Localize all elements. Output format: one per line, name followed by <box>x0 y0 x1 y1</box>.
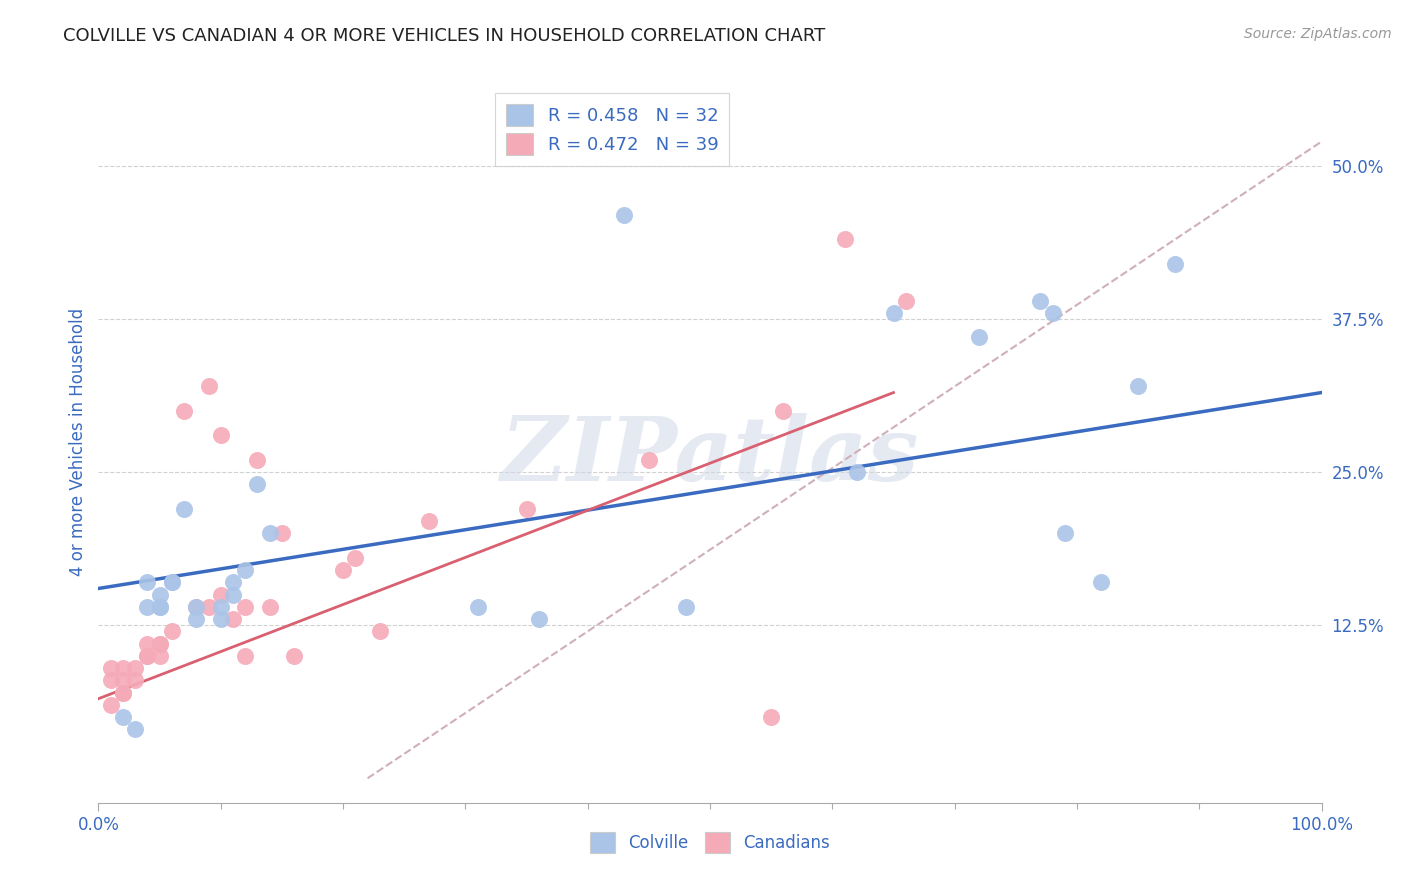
Point <box>845 465 868 479</box>
Point <box>124 661 146 675</box>
Point <box>1128 379 1150 393</box>
Point <box>136 575 159 590</box>
Point <box>222 575 245 590</box>
Point <box>515 502 537 516</box>
Text: COLVILLE VS CANADIAN 4 OR MORE VEHICLES IN HOUSEHOLD CORRELATION CHART: COLVILLE VS CANADIAN 4 OR MORE VEHICLES … <box>63 27 825 45</box>
Point <box>136 648 159 663</box>
Point <box>136 599 159 614</box>
Point <box>1042 306 1064 320</box>
Point <box>675 599 697 614</box>
Point <box>149 599 172 614</box>
Point <box>233 648 256 663</box>
Point <box>149 588 172 602</box>
Point <box>246 477 269 491</box>
Point <box>1029 293 1052 308</box>
Point <box>209 428 232 442</box>
Point <box>233 563 256 577</box>
Point <box>467 599 489 614</box>
Point <box>186 612 208 626</box>
Point <box>418 514 440 528</box>
Point <box>332 563 354 577</box>
Text: Source: ZipAtlas.com: Source: ZipAtlas.com <box>1244 27 1392 41</box>
Point <box>209 588 232 602</box>
Point <box>233 599 256 614</box>
Point <box>136 637 159 651</box>
Point <box>259 599 281 614</box>
Point <box>124 723 146 737</box>
Point <box>209 612 232 626</box>
Point <box>1090 575 1112 590</box>
Point <box>637 453 661 467</box>
Point <box>149 637 172 651</box>
Point <box>197 379 219 393</box>
Point <box>111 661 134 675</box>
Point <box>149 599 172 614</box>
Point <box>613 208 636 222</box>
Point <box>761 710 783 724</box>
Point <box>136 648 159 663</box>
Point <box>160 575 183 590</box>
Point <box>186 599 208 614</box>
Point <box>100 698 122 712</box>
Point <box>883 306 905 320</box>
Point <box>270 526 294 541</box>
Point <box>186 599 208 614</box>
Point <box>259 526 281 541</box>
Point <box>834 232 856 246</box>
Point <box>209 599 232 614</box>
Point <box>222 588 245 602</box>
Point <box>149 637 172 651</box>
Point <box>111 685 134 699</box>
Point <box>1053 526 1076 541</box>
Point <box>527 612 550 626</box>
Point <box>283 648 305 663</box>
Point <box>100 673 122 688</box>
Point <box>124 673 146 688</box>
Point <box>344 550 367 565</box>
Point <box>173 404 195 418</box>
Point <box>246 453 269 467</box>
Point <box>173 502 195 516</box>
Point <box>111 673 134 688</box>
Y-axis label: 4 or more Vehicles in Household: 4 or more Vehicles in Household <box>69 308 87 575</box>
Text: ZIPatlas: ZIPatlas <box>502 413 918 500</box>
Point <box>111 685 134 699</box>
Point <box>1164 257 1187 271</box>
Point <box>111 710 134 724</box>
Point <box>197 599 219 614</box>
Point <box>100 661 122 675</box>
Legend: Colville, Canadians: Colville, Canadians <box>583 826 837 860</box>
Point <box>160 624 183 639</box>
Point <box>149 648 172 663</box>
Point <box>967 330 990 344</box>
Point <box>222 612 245 626</box>
Point <box>368 624 391 639</box>
Point <box>160 575 183 590</box>
Point <box>894 293 917 308</box>
Point <box>772 404 794 418</box>
